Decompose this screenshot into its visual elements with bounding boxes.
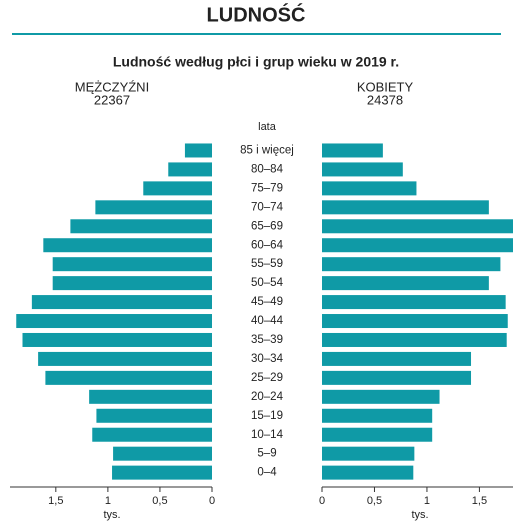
- bar: [113, 446, 212, 461]
- bar: [45, 370, 212, 385]
- y-tick-label: 50–54: [251, 277, 284, 289]
- bar: [322, 162, 403, 177]
- bar: [322, 389, 440, 404]
- bar: [322, 181, 417, 196]
- y-tick-label: 5–9: [257, 448, 276, 460]
- bar: [31, 295, 212, 310]
- total-male: 22367: [94, 92, 130, 107]
- legend-female: KOBIETY: [357, 79, 414, 94]
- bar: [92, 427, 212, 442]
- y-tick-label: 35–39: [251, 334, 283, 346]
- bar: [96, 408, 212, 423]
- x-tick-label: 0,5: [152, 495, 167, 507]
- y-tick-label: 85 i więcej: [240, 145, 294, 157]
- x-axis-label: tys.: [103, 509, 120, 521]
- bar: [322, 200, 489, 215]
- y-tick-label: 15–19: [251, 410, 283, 422]
- bar: [322, 295, 506, 310]
- bar: [322, 238, 513, 253]
- bar: [322, 408, 433, 423]
- y-tick-label: 0–4: [257, 467, 277, 479]
- x-tick-label: 1,5: [48, 495, 63, 507]
- y-tick-label: 30–34: [251, 353, 284, 365]
- x-tick-label: 1: [424, 495, 430, 507]
- bar: [322, 465, 414, 480]
- bar: [112, 465, 212, 480]
- bar: [89, 389, 212, 404]
- bar: [322, 143, 383, 158]
- x-tick-label: 0,5: [367, 495, 382, 507]
- x-axis-label: tys.: [411, 509, 428, 521]
- y-tick-label: 25–29: [251, 372, 283, 384]
- bar: [322, 370, 472, 385]
- x-tick-label: 0: [209, 495, 215, 507]
- y-tick-label: 55–59: [251, 258, 283, 270]
- x-tick-label: 1,5: [472, 495, 487, 507]
- bar: [70, 219, 212, 234]
- bar: [322, 446, 415, 461]
- total-female: 24378: [367, 92, 403, 107]
- bar: [322, 219, 513, 234]
- bar: [322, 257, 501, 272]
- y-tick-label: 10–14: [251, 429, 284, 441]
- bar: [322, 314, 508, 329]
- bar: [184, 143, 212, 158]
- bar: [168, 162, 212, 177]
- y-tick-label: 70–74: [251, 201, 284, 213]
- chart-title: LUDNOŚĆ: [207, 2, 306, 26]
- legend-male: MĘŻCZYŹNI: [75, 79, 149, 94]
- bar: [143, 181, 212, 196]
- y-tick-label: 20–24: [251, 391, 284, 403]
- bar: [52, 257, 213, 272]
- y-tick-label: 40–44: [251, 315, 284, 327]
- bar: [322, 351, 472, 366]
- bar: [38, 351, 212, 366]
- bar: [22, 332, 213, 347]
- subtitle: Ludność według płci i grup wieku w 2019 …: [113, 54, 399, 70]
- x-tick-label: 0: [319, 495, 325, 507]
- y-tick-label: 75–79: [251, 182, 283, 194]
- bar: [322, 427, 433, 442]
- y-axis-label: lata: [258, 121, 277, 133]
- bar: [16, 314, 213, 329]
- bar: [43, 238, 213, 253]
- bar: [322, 276, 489, 291]
- bar: [95, 200, 212, 215]
- y-tick-label: 80–84: [251, 163, 284, 175]
- bar: [52, 276, 213, 291]
- y-tick-label: 45–49: [251, 296, 283, 308]
- x-tick-label: 1: [105, 495, 111, 507]
- bar: [322, 332, 507, 347]
- y-tick-label: 60–64: [251, 239, 284, 251]
- y-tick-label: 65–69: [251, 220, 283, 232]
